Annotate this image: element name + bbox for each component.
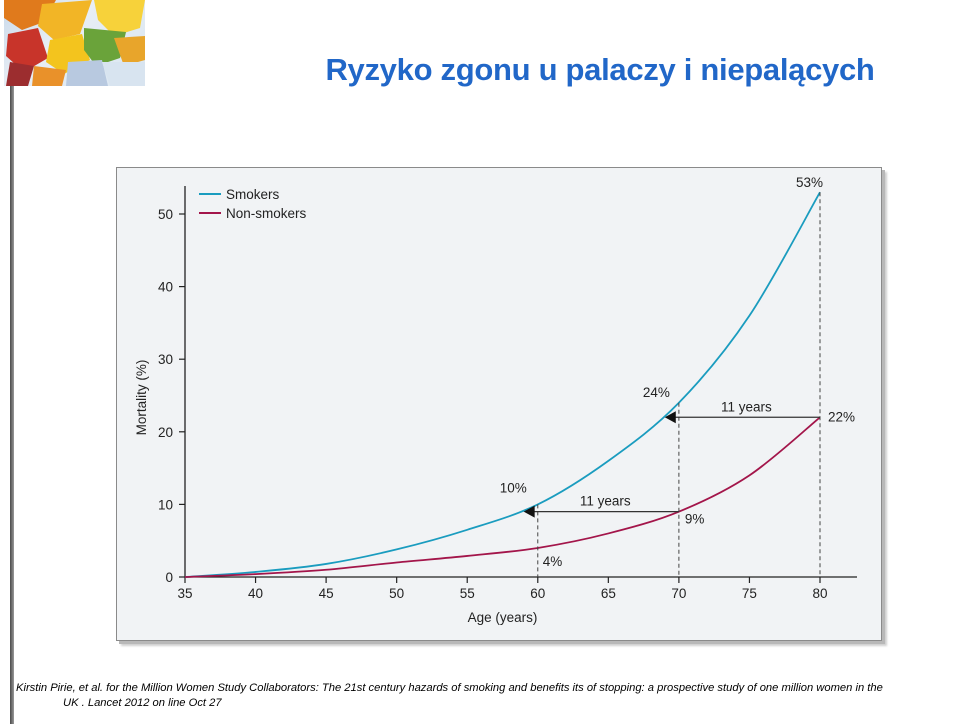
y-tick-label: 10	[158, 497, 173, 512]
x-tick-label: 55	[460, 586, 475, 601]
citation: Kirstin Pirie, et al. for the Million Wo…	[16, 681, 960, 711]
x-axis-title: Age (years)	[468, 610, 538, 625]
x-tick-label: 60	[530, 586, 545, 601]
slide-title: Ryzyko zgonu u palaczy i niepalących	[325, 52, 875, 87]
x-tick-label: 80	[812, 586, 827, 601]
mortality-chart: 35 40 45 50 55 60 65 70 75 80 0 10 20 30 40 50 Age (year…	[134, 175, 857, 625]
series-line-non-smokers	[184, 416, 821, 578]
y-tick-label: 40	[158, 280, 173, 295]
chart-panel: 35 40 45 50 55 60 65 70 75 80 0 10 20 30 40 50 Age (year…	[116, 167, 882, 641]
x-tick-label: 75	[742, 586, 757, 601]
legend-label: Non-smokers	[226, 206, 307, 221]
autumn-leaves-graphic	[4, 0, 145, 86]
value-label: 4%	[543, 554, 563, 569]
series-line-smokers	[184, 191, 821, 578]
y-tick-label: 50	[158, 207, 173, 222]
citation-line-1: Kirstin Pirie, et al. for the Million Wo…	[16, 682, 883, 694]
arrow-head	[523, 505, 535, 518]
arrow-head	[664, 411, 676, 424]
autumn-leaves-image	[4, 0, 145, 86]
y-tick-label: 30	[158, 352, 173, 367]
value-label: 53%	[796, 175, 823, 190]
x-tick-label: 65	[601, 586, 616, 601]
value-label: 10%	[500, 480, 527, 495]
citation-line-2: UK . Lancet 2012 on line Oct 27	[63, 697, 222, 709]
left-divider-rule	[10, 86, 14, 724]
legend-label: Smokers	[226, 187, 280, 202]
x-tick-label: 45	[319, 586, 334, 601]
y-axis-title: Mortality (%)	[134, 360, 149, 436]
value-label: 22%	[828, 409, 855, 424]
value-label: 9%	[685, 512, 705, 527]
x-tick-label: 35	[177, 586, 192, 601]
value-label: 24%	[643, 385, 670, 400]
x-tick-label: 70	[671, 586, 686, 601]
interval-label: 11 years	[580, 494, 631, 509]
x-tick-label: 40	[248, 586, 263, 601]
y-tick-label: 0	[165, 570, 173, 585]
y-tick-label: 20	[158, 425, 173, 440]
x-tick-label: 50	[389, 586, 404, 601]
interval-label: 11 years	[721, 399, 772, 414]
